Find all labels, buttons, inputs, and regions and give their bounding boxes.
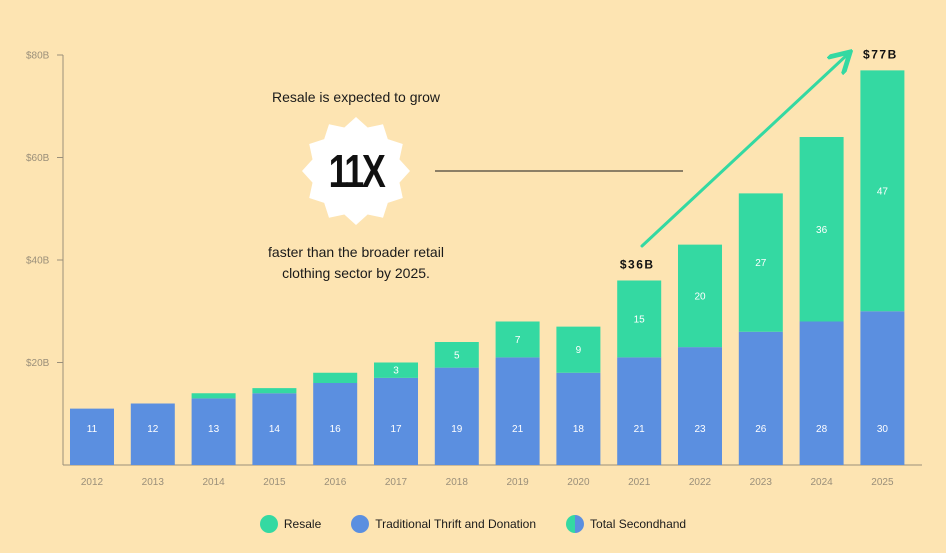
bar-thrift-2017: [374, 377, 418, 465]
x-tick-label: 2018: [446, 477, 469, 488]
bar-label-thrift-2018: 19: [451, 424, 463, 435]
bar-thrift-2024: [799, 321, 844, 465]
bar-label-resale-2018: 5: [454, 350, 460, 361]
bar-resale-2016: [313, 372, 358, 383]
bar-label-thrift-2022: 23: [694, 424, 706, 435]
bar-resale-2024: [799, 137, 844, 322]
growth-arrow: [640, 54, 848, 248]
x-tick-label: 2024: [810, 477, 833, 488]
bar-thrift-2018: [434, 367, 479, 465]
bar-resale-2023: [738, 193, 783, 332]
x-tick-label: 2014: [202, 477, 225, 488]
bar-thrift-2025: [860, 311, 905, 465]
legend-label-total: Total Secondhand: [590, 517, 687, 531]
x-tick-label: 2016: [324, 477, 347, 488]
bar-thrift-2020: [556, 372, 601, 465]
bar-label-thrift-2012: 11: [87, 424, 98, 435]
annotation-layer: [435, 54, 848, 248]
bar-label-thrift-2021: 21: [634, 424, 646, 435]
bar-resale-2025: [860, 70, 905, 312]
bar-label-thrift-2017: 17: [390, 424, 402, 435]
legend-swatch-total: [566, 515, 585, 533]
x-tick-label: 2015: [263, 477, 286, 488]
bar-label-thrift-2020: 18: [573, 424, 585, 435]
legend-swatch-resale: [259, 515, 278, 533]
bar-thrift-2016: [313, 383, 358, 465]
total-label-2025: $77B: [863, 47, 898, 61]
bar-label-resale-2023: 27: [755, 258, 767, 269]
x-tick-label: 2021: [628, 477, 651, 488]
x-tick-label: 2019: [506, 477, 529, 488]
x-tick-label: 2012: [81, 477, 104, 488]
bar-label-thrift-2024: 28: [816, 424, 828, 435]
bar-label-resale-2019: 7: [515, 335, 521, 346]
bars-layer: [70, 70, 905, 465]
legend-item-thrift: Traditional Thrift and Donation: [351, 515, 536, 533]
y-tick-label: $60B: [26, 153, 50, 164]
bar-label-thrift-2014: 13: [208, 424, 220, 435]
bar-thrift-2014: [191, 398, 236, 465]
bar-label-thrift-2025: 30: [877, 424, 889, 435]
bar-thrift-2013: [130, 403, 175, 465]
bar-resale-2020: [556, 326, 601, 373]
bar-thrift-2019: [495, 357, 540, 465]
x-tick-label: 2022: [689, 477, 712, 488]
bar-label-thrift-2013: 12: [147, 424, 159, 435]
callout-top-text: Resale is expected to grow: [271, 89, 441, 105]
bar-resale-2014: [191, 393, 236, 399]
x-tick-label: 2025: [871, 477, 894, 488]
legend-label-resale: Resale: [283, 517, 322, 531]
bar-resale-2015: [252, 388, 297, 394]
bar-label-thrift-2016: 16: [330, 424, 342, 435]
bar-thrift-2012: [70, 408, 114, 465]
bar-label-resale-2021: 15: [634, 314, 646, 325]
bar-label-thrift-2019: 21: [512, 424, 524, 435]
bar-label-resale-2017: 3: [393, 366, 399, 377]
y-tick-label: $40B: [26, 256, 50, 267]
callout-bottom-line-1: faster than the broader retail: [268, 244, 444, 260]
x-tick-label: 2020: [567, 477, 590, 488]
total-label-2021: $36B: [620, 258, 655, 272]
bar-label-resale-2025: 47: [877, 186, 889, 197]
bar-thrift-2023: [738, 331, 783, 465]
y-tick-label: $80B: [26, 51, 50, 62]
chart-legend: Resale Traditional Thrift and Donation T…: [0, 515, 946, 533]
legend-item-total: Total Secondhand: [566, 515, 686, 533]
growth-callout: Resale is expected to grow 11X faster th…: [236, 88, 476, 284]
bar-label-thrift-2015: 14: [269, 424, 281, 435]
bar-thrift-2022: [678, 347, 722, 465]
x-tick-label: 2017: [385, 477, 408, 488]
callout-bottom-text: faster than the broader retail clothing …: [236, 242, 476, 284]
bar-label-resale-2024: 36: [816, 225, 828, 236]
x-tick-label: 2023: [750, 477, 773, 488]
bar-thrift-2021: [617, 357, 662, 465]
bar-resale-2022: [678, 244, 722, 348]
y-tick-label: $20B: [26, 358, 50, 369]
bar-resale-2017: [374, 362, 418, 378]
legend-label-thrift: Traditional Thrift and Donation: [375, 517, 537, 531]
starburst-shape: [302, 117, 410, 225]
legend-swatch-thrift: [351, 515, 370, 533]
callout-multiplier: 11X: [328, 145, 386, 197]
bar-thrift-2015: [252, 393, 297, 465]
multiplier-badge: 11X: [301, 116, 411, 226]
x-tick-label: 2013: [142, 477, 165, 488]
bar-label-thrift-2023: 26: [755, 424, 767, 435]
bar-resale-2018: [434, 342, 479, 368]
bar-label-resale-2022: 20: [694, 291, 706, 302]
legend-item-resale: Resale: [259, 515, 322, 533]
bar-resale-2021: [617, 280, 662, 358]
callout-bottom-line-2: clothing sector by 2025.: [282, 265, 430, 281]
bar-resale-2019: [495, 321, 540, 358]
bar-label-resale-2020: 9: [576, 345, 582, 356]
labels-layer: 1120121220131320141420151620161732017195…: [81, 47, 898, 488]
